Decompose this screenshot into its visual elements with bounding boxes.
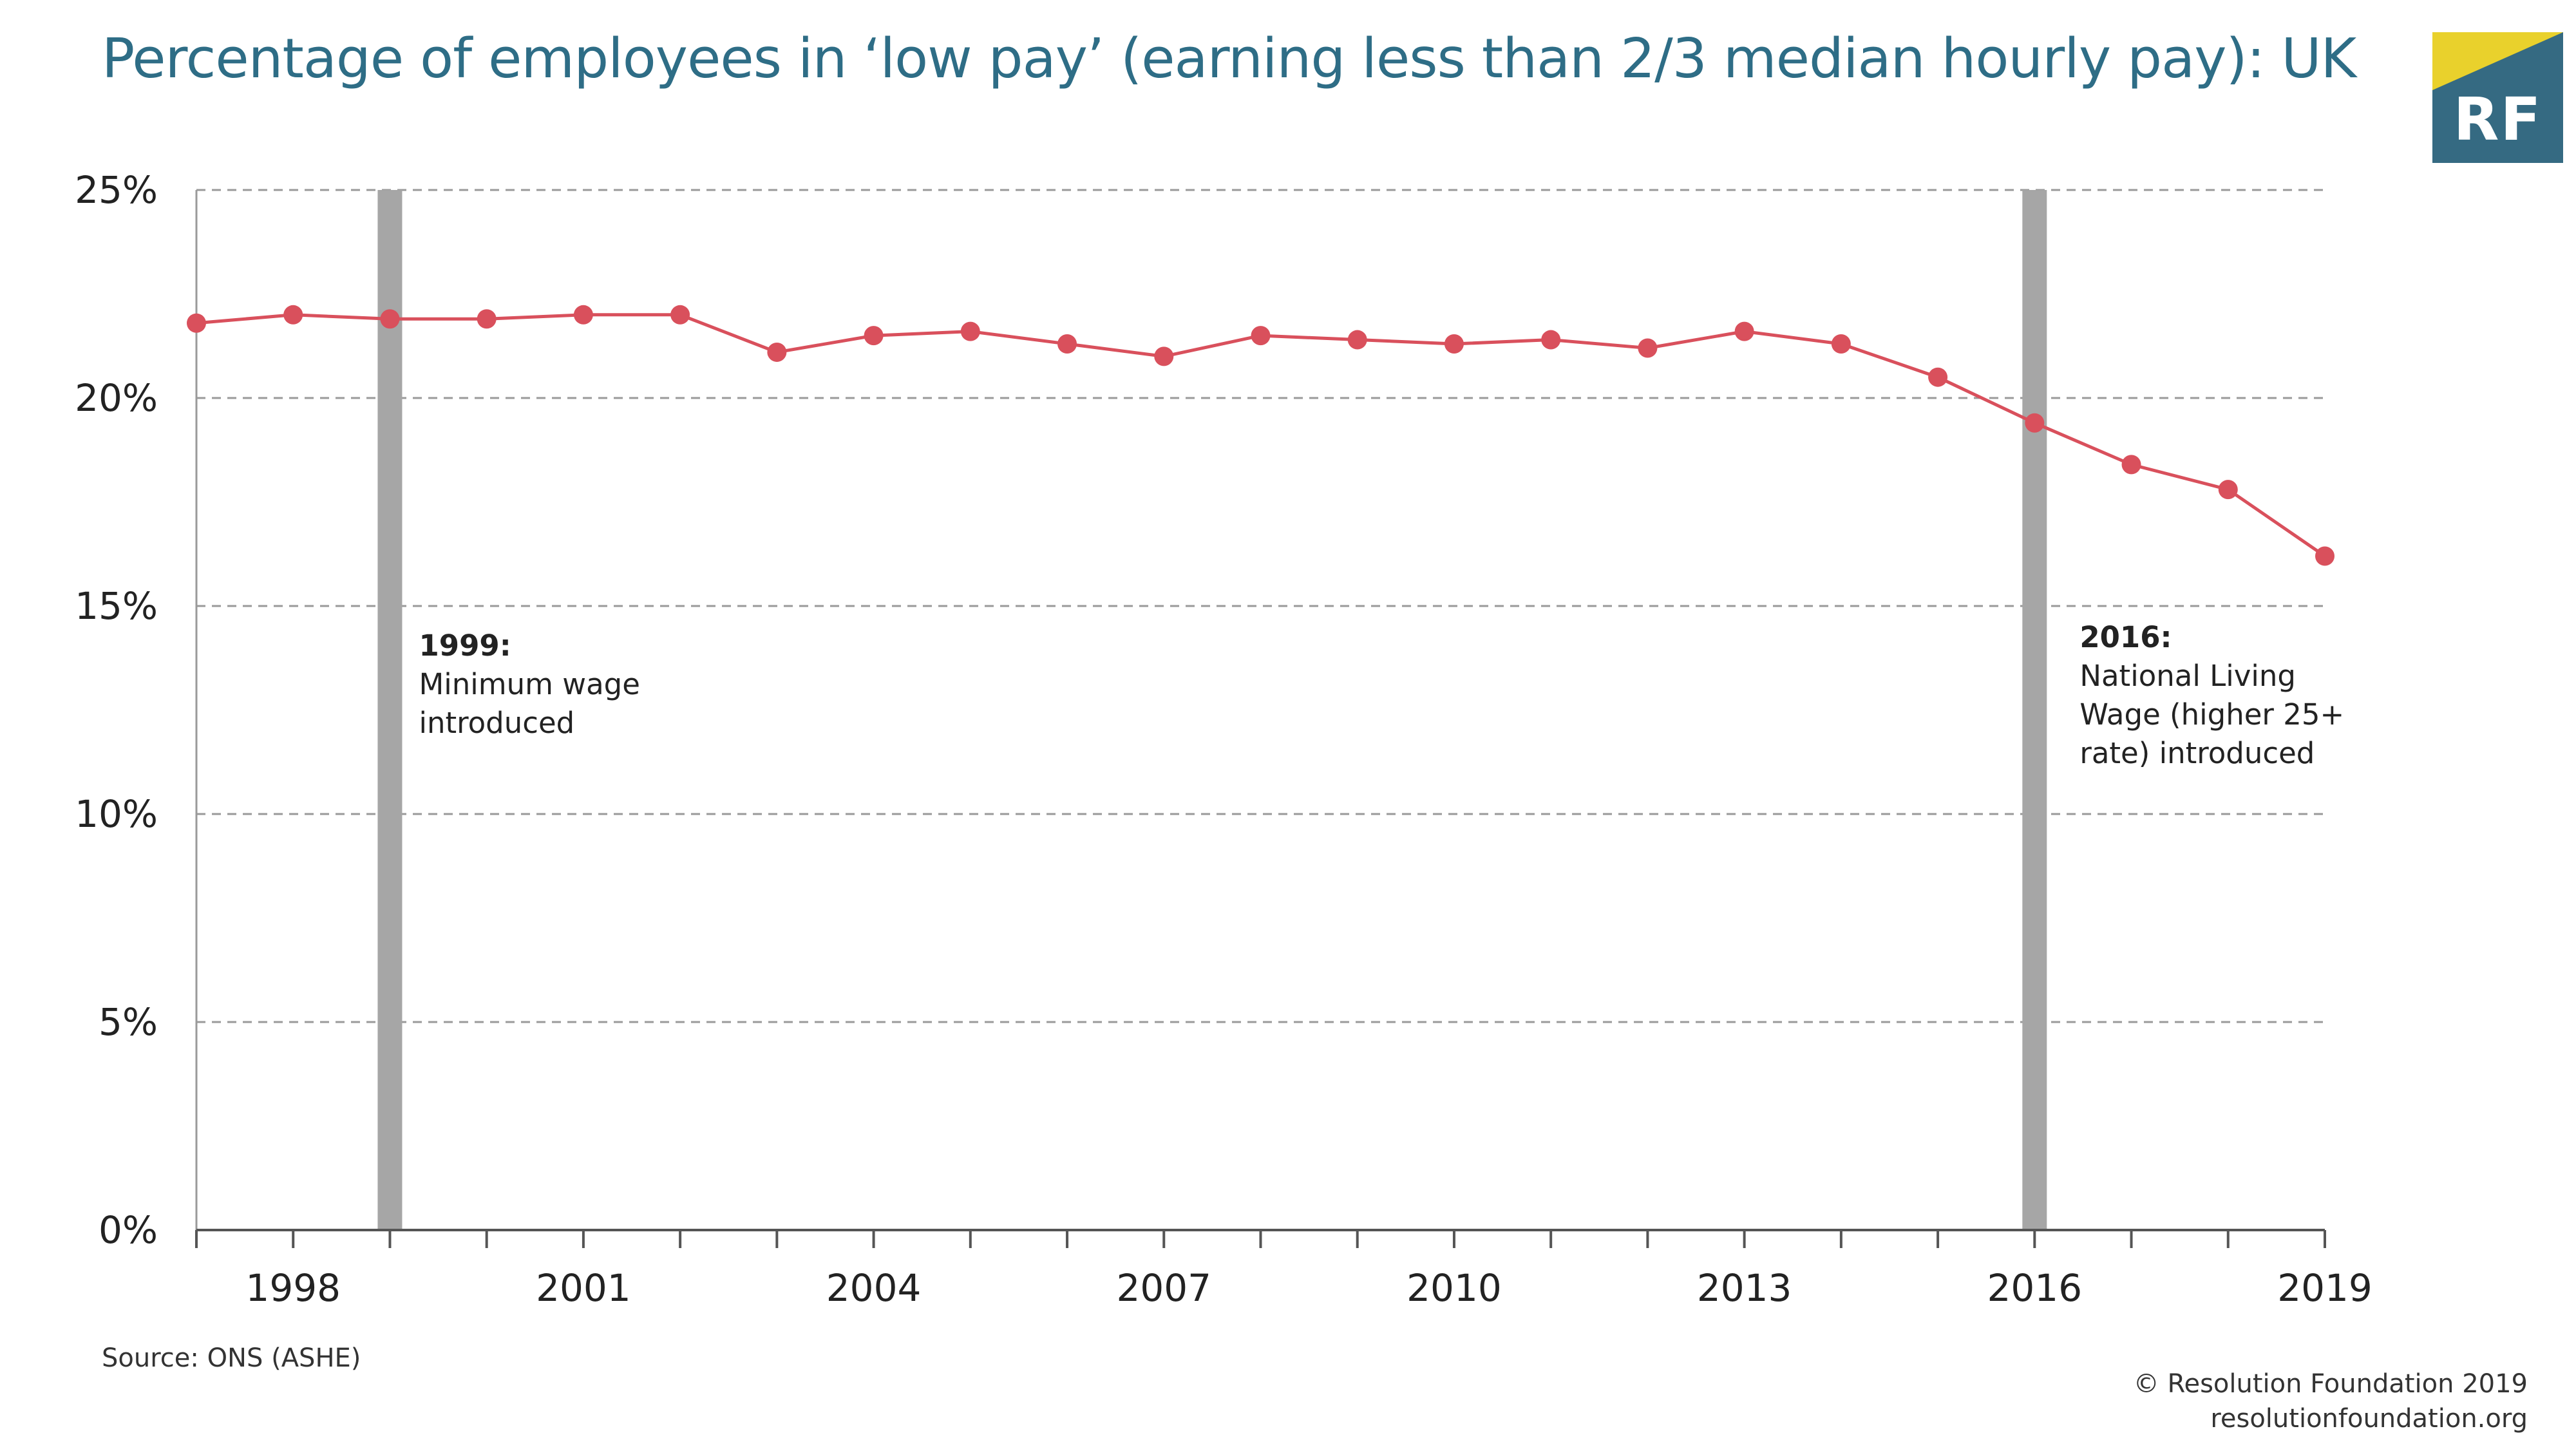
logo-text: RF [2453,85,2543,154]
event-marker-bar [2022,190,2047,1230]
data-point [1251,326,1271,346]
resolution-foundation-logo: RF [2432,32,2563,163]
data-point [477,309,497,329]
data-series [187,305,2334,566]
data-point [1057,334,1077,354]
tick-labels: 0% 5% 10% 15% 20% 25% 1998 2001 2004 2007 2010 2013… [75,168,2372,1310]
data-point [2121,455,2141,475]
data-point [1831,334,1851,354]
annotation-text: Minimum wage [419,667,639,701]
data-point [864,326,884,346]
data-point [1444,334,1464,354]
data-point [960,321,980,341]
copyright-text: © Resolution Foundation 2019 [2133,1369,2528,1399]
data-point [2025,413,2045,433]
data-point [1347,330,1367,350]
annotations: 1999: Minimum wage introduced 2016: National… [419,620,2344,770]
data-point [380,309,400,329]
y-tick-label: 0% [99,1208,158,1252]
series-line [196,313,2326,558]
data-point [2315,546,2334,566]
y-tick-label: 15% [75,584,158,628]
annotation-text: introduced [419,706,574,740]
data-point [767,342,787,362]
x-tick-label: 2010 [1406,1266,1502,1310]
data-point [187,313,206,333]
annotation-text: Wage (higher 25+ [2079,697,2344,732]
data-point [1154,346,1174,366]
y-tick-label: 25% [75,168,158,212]
y-tick-label: 5% [99,1000,158,1044]
data-point [1928,367,1948,387]
axes [195,190,2326,1248]
gridlines [196,189,2325,1023]
data-point [1541,330,1561,350]
x-tick-label: 2007 [1116,1266,1211,1310]
chart-title: Percentage of employees in ‘low pay’ (ea… [102,27,2356,91]
source-note: Source: ONS (ASHE) [102,1343,361,1373]
x-tick-label: 2019 [2277,1266,2372,1310]
website-text: resolutionfoundation.org [2210,1404,2528,1434]
annotation-text: rate) introduced [2079,736,2315,770]
annotation-text: National Living [2079,659,2296,693]
x-tick-label: 2016 [1987,1266,2083,1310]
data-point [1638,338,1658,358]
data-point [1734,321,1754,341]
annotation-year: 1999: [419,629,511,663]
credit-block: © Resolution Foundation 2019 resolutionf… [2134,1367,2528,1436]
data-point [283,305,303,325]
event-marker-bar [377,190,402,1230]
x-tick-label: 2004 [826,1266,922,1310]
y-tick-label: 10% [75,792,158,836]
x-tick-label: 1998 [245,1266,341,1310]
data-point [2218,480,2238,500]
y-tick-label: 20% [75,376,158,420]
x-tick-label: 2013 [1697,1266,1792,1310]
x-tick-label: 2001 [536,1266,631,1310]
annotation-year: 2016: [2079,620,2172,654]
data-point [573,305,593,325]
data-point [670,305,690,325]
event-markers [377,190,2047,1230]
